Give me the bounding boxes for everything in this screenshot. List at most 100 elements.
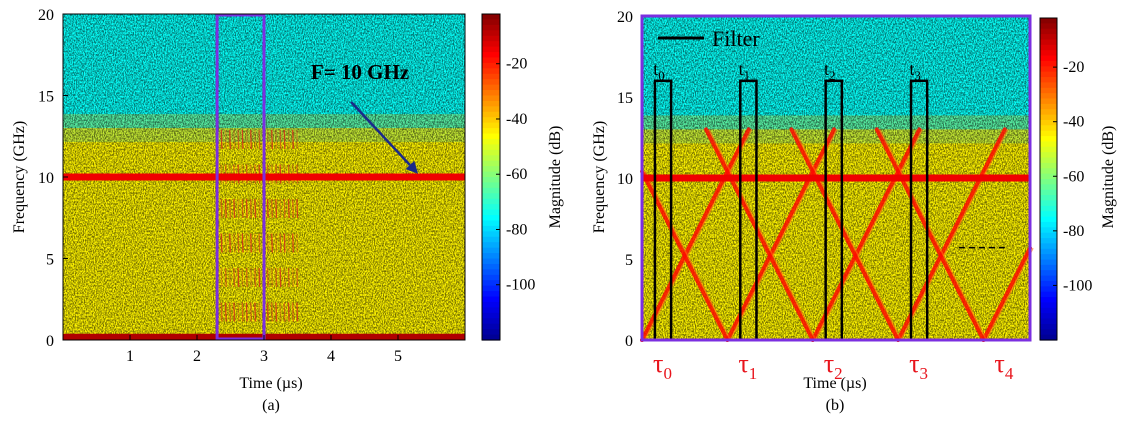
burst-streak (279, 268, 282, 288)
burst-streak (271, 268, 273, 288)
burst-streak (275, 302, 278, 322)
colorbar-segment (482, 209, 500, 216)
burst-streak (245, 268, 248, 288)
burst-streak (241, 233, 244, 253)
chirp-line-echo (879, 129, 988, 341)
filter-label-t2: t2 (824, 59, 836, 83)
colorbar-segment (1040, 323, 1057, 330)
highlight-rect (215, 13, 266, 341)
colorbar-segment (482, 274, 500, 281)
burst-streak (275, 233, 278, 253)
colorbar-segment (1040, 55, 1057, 62)
colorbar-segment (482, 62, 500, 69)
colorbar-segment (482, 182, 500, 189)
colorbar-tick-label: -60 (1063, 168, 1084, 185)
colorbar-segment (1040, 248, 1057, 255)
burst-streak (279, 198, 282, 219)
y-tick-label: 20 (38, 7, 54, 24)
colorbar-segment (1040, 98, 1057, 105)
filter-label-subscript: 2 (829, 68, 836, 83)
colorbar-segment (482, 155, 500, 162)
panel-a: 1 2 3 4 5 0 5 10 15 20 F= 10 GHz Time (µs) (a) F… (11, 7, 564, 414)
annotation-arrow (350, 101, 411, 166)
colorbar-segment (482, 100, 500, 107)
colorbar-segment (482, 79, 500, 86)
colorbar-tick-label: -100 (1063, 277, 1092, 294)
burst-streak (250, 302, 252, 322)
filter-label-t0: t0 (653, 59, 665, 83)
y-tick-label: 10 (38, 170, 54, 187)
burst-streak (283, 198, 286, 219)
chirp-line (640, 127, 751, 342)
colorbar-segment (1040, 66, 1057, 73)
chirp-line (789, 127, 901, 342)
colorbar-segment (1040, 275, 1057, 282)
colorbar-segment (1040, 125, 1057, 132)
burst-streak (250, 268, 252, 288)
x-tick-label: 5 (394, 348, 402, 365)
burst-streak (229, 268, 231, 288)
tau-labels: τ0 τ1 τ2 τ3 τ4 (653, 349, 1014, 383)
tau-label-base: τ (909, 349, 919, 378)
tau-label-subscript: 2 (834, 364, 843, 383)
x-tick-label: 2 (193, 348, 201, 365)
colorbar-segment (1040, 87, 1057, 94)
plot-frame-b-highlight (640, 14, 1032, 342)
tau-label-4: τ4 (994, 349, 1013, 383)
colorbar-segment (482, 334, 500, 341)
x-tick-label: 4 (327, 348, 335, 365)
colorbar-segment (482, 171, 500, 178)
burst-streak (224, 198, 227, 219)
annotation-arrowhead (405, 160, 419, 174)
colorbar-segment (482, 285, 500, 292)
colorbar-segment (482, 166, 500, 173)
colorbar-segment (1040, 119, 1057, 126)
colorbar-segment (1040, 82, 1057, 89)
colorbar-segment (482, 323, 500, 330)
colorbar-segment (1040, 232, 1057, 239)
chirp-line (981, 246, 1032, 342)
annotation-f-10ghz: F= 10 GHz (311, 60, 409, 84)
colorbar-segment (1040, 259, 1057, 266)
colorbar-segment (1040, 50, 1057, 57)
burst-streak (287, 129, 290, 150)
burst-streak (241, 129, 244, 150)
burst-streak (275, 198, 278, 219)
burst-streak (250, 129, 252, 150)
burst-streak (224, 233, 227, 253)
burst-streak (287, 302, 290, 322)
burst-streak (241, 198, 244, 219)
y-tick-label: 0 (625, 333, 633, 350)
colorbar-segment (1040, 152, 1057, 159)
burst-streak (237, 302, 240, 322)
colorbar-segment (1040, 205, 1057, 212)
colorbar-segment (482, 247, 500, 254)
chirp-line (725, 127, 837, 342)
colorbar-segment (482, 111, 500, 118)
burst-streak (245, 129, 248, 150)
tau-label-base: τ (738, 349, 748, 378)
colorbar-segment (482, 187, 500, 194)
colorbar-segment (1040, 103, 1057, 110)
colorbar-tick-label: -60 (506, 166, 527, 183)
colorbar-segment (1040, 243, 1057, 250)
colorbar-segment (482, 253, 500, 260)
burst-streak (224, 129, 227, 150)
colorbar-segment (1040, 28, 1057, 35)
burst-streak (287, 233, 290, 253)
filter-label-base: t (653, 59, 658, 79)
colorbar-segment (1040, 221, 1057, 228)
burst-streak (296, 233, 299, 253)
colorbar-segment (482, 90, 500, 97)
colorbar-segment (1040, 34, 1057, 41)
burst-streak (241, 302, 244, 322)
burst-streak (237, 129, 240, 150)
burst-streak (266, 129, 269, 150)
burst-streak (250, 233, 252, 253)
colorbar-segment (482, 144, 500, 151)
tau-label-base: τ (653, 349, 663, 378)
colorbar-tick-label: -100 (506, 277, 535, 294)
burst-streak (287, 198, 290, 219)
burst-streak (241, 268, 244, 288)
